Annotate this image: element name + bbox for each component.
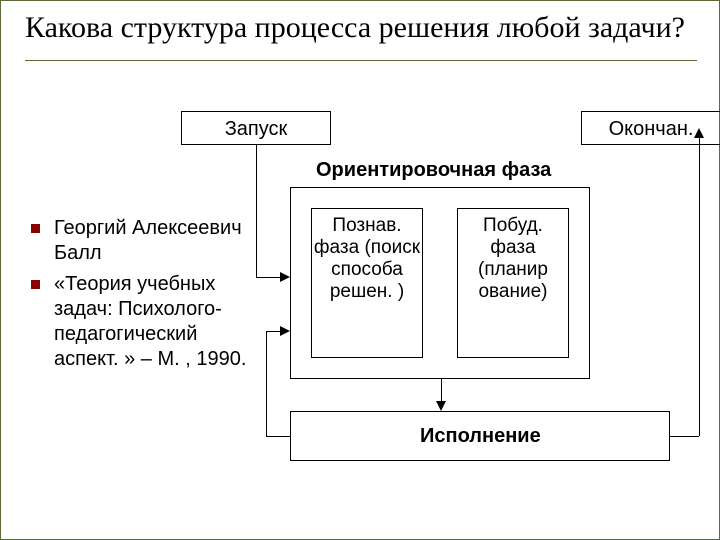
- list-item: «Теория учебных задач: Психолого-педагог…: [31, 272, 261, 372]
- slide: Какова структура процесса решения любой …: [0, 0, 720, 540]
- node-label: Исполнение: [420, 425, 541, 448]
- arrowhead-icon: [436, 401, 446, 411]
- edge: [266, 436, 290, 437]
- bullet-icon: [31, 280, 40, 289]
- node-motivation-phase: Побуд. фаза (планир ование): [457, 208, 569, 358]
- node-label: Познав. фаза (поиск способа решен. ): [312, 209, 422, 303]
- edge: [266, 331, 280, 332]
- edge: [256, 277, 280, 278]
- edge: [441, 379, 442, 401]
- list-item: Георгий Алексеевич Балл: [31, 216, 261, 266]
- bullet-list: Георгий Алексеевич Балл «Теория учебных …: [31, 216, 261, 378]
- node-start: Запуск: [181, 111, 331, 145]
- node-cognitive-phase: Познав. фаза (поиск способа решен. ): [311, 208, 423, 358]
- bullet-text: «Теория учебных задач: Психолого-педагог…: [54, 272, 261, 372]
- bullet-icon: [31, 224, 40, 233]
- edge: [699, 138, 700, 436]
- bullet-text: Георгий Алексеевич Балл: [54, 216, 261, 266]
- edge: [266, 331, 267, 436]
- node-label: Ориентировочная фаза: [316, 159, 551, 182]
- arrowhead-icon: [280, 272, 290, 282]
- node-label: Побуд. фаза (планир ование): [458, 209, 568, 303]
- edge: [256, 145, 257, 277]
- arrowhead-icon: [694, 128, 704, 138]
- page-title: Какова структура процесса решения любой …: [25, 11, 697, 61]
- arrowhead-icon: [280, 326, 290, 336]
- edge: [670, 436, 699, 437]
- node-label: Запуск: [182, 112, 330, 146]
